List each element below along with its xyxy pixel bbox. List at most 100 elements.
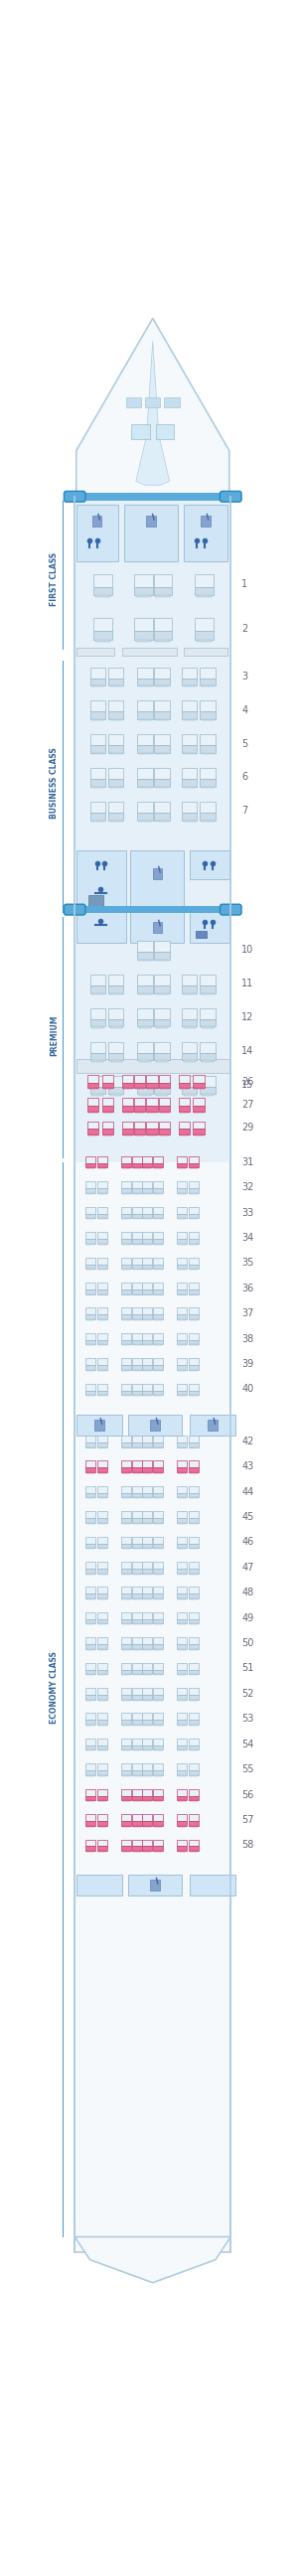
Bar [177, 1468, 187, 1473]
Bar [97, 1620, 107, 1623]
Bar [137, 940, 153, 953]
Bar [75, 500, 231, 657]
Bar [189, 1231, 199, 1239]
Bar [90, 677, 105, 685]
Bar [154, 1054, 170, 1061]
Bar [189, 1291, 199, 1293]
Bar [122, 1121, 133, 1128]
Bar [142, 1814, 152, 1821]
Bar [142, 1795, 152, 1801]
Bar [85, 1695, 95, 1700]
Bar [177, 1638, 187, 1643]
Bar [177, 1814, 187, 1821]
Text: PREMIUM: PREMIUM [49, 1015, 58, 1056]
Bar [102, 1128, 113, 1133]
Bar [137, 1054, 153, 1061]
Bar [142, 1182, 152, 1188]
Bar [132, 1687, 142, 1695]
Bar [97, 1839, 107, 1847]
Bar [164, 397, 179, 407]
Bar [154, 1087, 170, 1095]
Bar [177, 1365, 187, 1370]
Bar [132, 1512, 142, 1517]
Bar [90, 734, 105, 744]
Bar [94, 574, 112, 587]
Bar [85, 1721, 95, 1726]
Bar [76, 850, 126, 909]
Bar [153, 1687, 163, 1695]
Bar [200, 711, 215, 719]
Bar [200, 744, 215, 752]
Bar [142, 1383, 152, 1391]
Bar [153, 868, 162, 878]
Text: 55: 55 [241, 1765, 254, 1775]
Bar [97, 1814, 107, 1821]
Bar [177, 1358, 187, 1365]
Bar [132, 1443, 142, 1448]
Bar [142, 1517, 152, 1522]
Bar [108, 801, 124, 814]
Bar [146, 1082, 158, 1087]
Bar [137, 814, 153, 819]
Bar [134, 587, 153, 595]
Bar [122, 1105, 133, 1110]
Bar [189, 1239, 199, 1244]
Bar [121, 1847, 131, 1852]
Bar [200, 814, 215, 819]
Bar [195, 631, 213, 639]
Text: 49: 49 [241, 1613, 254, 1623]
Bar [153, 618, 172, 631]
Bar [154, 701, 170, 711]
Bar [189, 1561, 199, 1569]
Bar [153, 1383, 163, 1391]
Bar [76, 1059, 229, 1072]
Bar [177, 1188, 187, 1193]
Bar [76, 912, 126, 943]
Bar [189, 1687, 199, 1695]
Bar [85, 1283, 95, 1291]
Bar [121, 1239, 131, 1244]
Bar [154, 814, 170, 819]
Bar [121, 1309, 131, 1314]
Bar [63, 662, 64, 914]
Bar [121, 1788, 131, 1795]
Bar [132, 1662, 142, 1669]
Bar [142, 1332, 152, 1340]
Text: 40: 40 [241, 1383, 254, 1394]
Bar [131, 425, 150, 438]
Bar [102, 1105, 113, 1110]
Bar [121, 1739, 131, 1747]
Bar [177, 1443, 187, 1448]
Bar [97, 1517, 107, 1522]
Text: 29: 29 [241, 1123, 254, 1133]
Bar [184, 649, 228, 657]
Bar [90, 974, 105, 987]
Bar [122, 1128, 133, 1133]
Text: 54: 54 [241, 1739, 254, 1749]
Bar [97, 1643, 107, 1649]
Bar [146, 1128, 158, 1133]
Bar [97, 1383, 107, 1391]
Bar [131, 912, 184, 943]
Bar [132, 1468, 142, 1473]
Bar [177, 1239, 187, 1244]
Bar [132, 1164, 142, 1167]
Bar [153, 1814, 163, 1821]
Bar [189, 1461, 199, 1468]
Bar [153, 1662, 163, 1669]
Bar [189, 1839, 199, 1847]
Bar [182, 801, 197, 814]
FancyBboxPatch shape [220, 904, 241, 914]
Bar [97, 1512, 107, 1517]
Bar [142, 1561, 152, 1569]
Bar [189, 1620, 199, 1623]
Bar [154, 1020, 170, 1028]
Bar [153, 1468, 163, 1473]
Bar [121, 1662, 131, 1669]
Bar [121, 1814, 131, 1821]
Bar [177, 1739, 187, 1747]
Bar [85, 1206, 95, 1213]
Bar [132, 1795, 142, 1801]
Bar [132, 1643, 142, 1649]
Bar [132, 1358, 142, 1365]
